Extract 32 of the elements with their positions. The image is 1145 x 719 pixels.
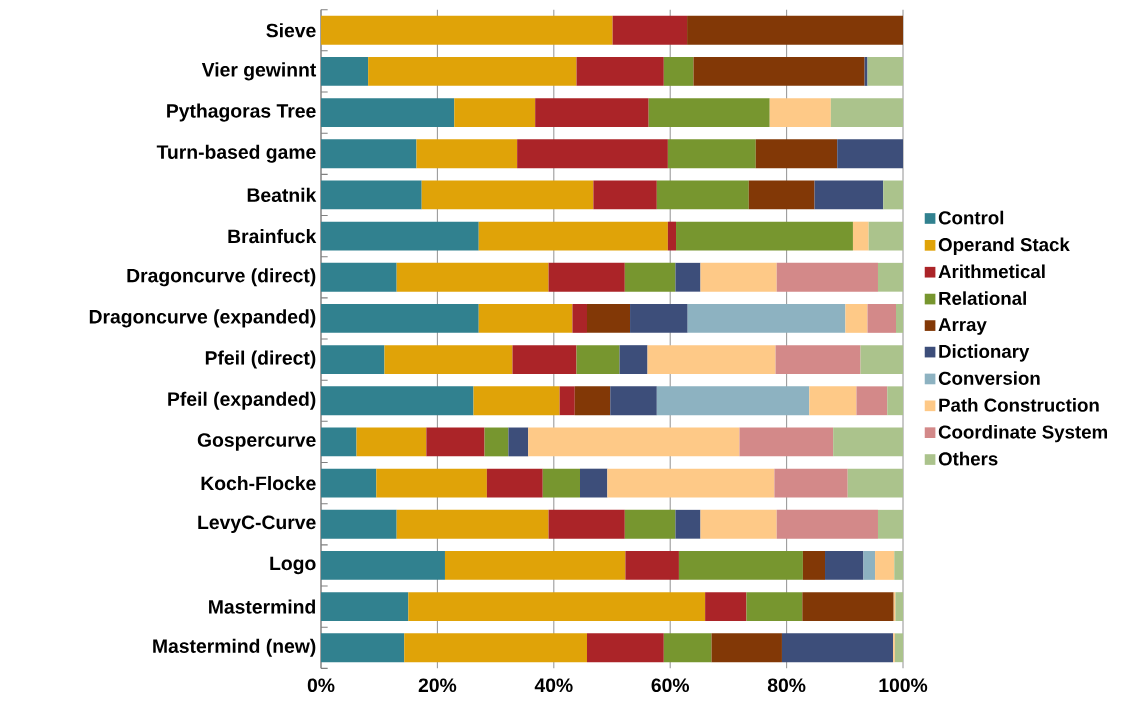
y-tick-label: Pfeil (expanded): [168, 391, 316, 410]
x-tick-label: 80%: [767, 678, 806, 693]
y-tick-label: Mastermind: [209, 599, 316, 614]
legend-label: Relational: [939, 291, 1026, 306]
legend-label: Conversion: [938, 371, 1040, 385]
legend-label: Others: [938, 451, 998, 466]
x-tick-label: 40%: [534, 678, 573, 693]
y-tick-label: Gospercurve: [197, 433, 316, 451]
y-tick-label: LevyC-Curve: [198, 515, 316, 534]
y-tick-label: Pythagoras Tree: [167, 103, 316, 122]
y-tick-label: Vier gewinnt: [201, 62, 317, 81]
legend-label: Coordinate System: [938, 424, 1108, 443]
y-tick-label: Koch-Flocke: [201, 475, 316, 491]
y-tick-label: Sieve: [266, 23, 316, 38]
y-tick-label: Beatnik: [247, 187, 317, 203]
x-tick-label: 20%: [418, 678, 457, 693]
legend-label: Control: [938, 210, 1004, 225]
y-tick-label: Turn-based game: [156, 144, 316, 163]
y-tick-label: Dragoncurve (expanded): [89, 309, 316, 328]
x-tick-label: 60%: [651, 678, 690, 693]
legend-label: Path Construction: [939, 398, 1099, 412]
legend-label: Operand Stack: [938, 237, 1070, 255]
x-tick-label: 0%: [307, 678, 335, 693]
legend-label: Dictionary: [939, 344, 1030, 362]
y-tick-label: Mastermind (new): [153, 638, 316, 657]
y-tick-label: Logo: [270, 556, 316, 575]
y-tick-label: Dragoncurve (direct): [127, 268, 316, 287]
y-tick-label: Pfeil (direct): [205, 350, 316, 369]
legend-label: Arithmetical: [938, 264, 1045, 279]
x-tick-label: 100%: [879, 678, 928, 693]
y-tick-label: Brainfuck: [228, 228, 317, 244]
legend-label: Array: [938, 318, 987, 335]
